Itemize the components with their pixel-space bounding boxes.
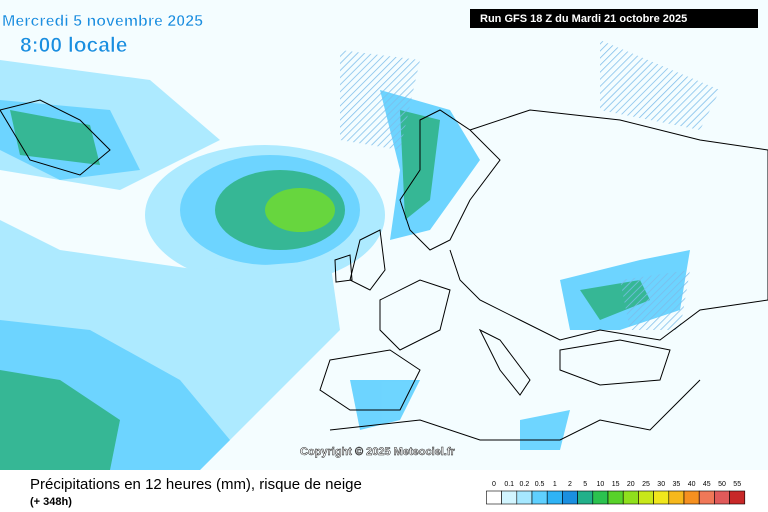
- legend-label: 30: [657, 481, 665, 488]
- legend-label: 20: [627, 481, 635, 488]
- legend-swatch: [714, 490, 730, 505]
- precipitation: [0, 40, 720, 470]
- legend-swatch: [501, 490, 518, 505]
- map: Run GFS 18 Z du Mardi 21 octobre 2025 Me…: [0, 0, 768, 470]
- coastlines: [0, 99, 768, 441]
- legend-label: 0.5: [535, 481, 545, 488]
- legend-label: 35: [673, 481, 681, 488]
- copyright: Copyright © 2025 Meteociel.fr: [300, 446, 456, 458]
- legend-label: 1: [553, 481, 557, 488]
- time-label: 8:00 locale: [20, 34, 127, 57]
- legend: 0 0.1 0.2 0.5 1 2 5 10 15 20 25 30 35 40 45 50 55: [486, 481, 746, 505]
- legend-swatch: [516, 490, 533, 505]
- legend-label: 25: [642, 481, 650, 488]
- legend-swatch: [729, 490, 746, 505]
- legend-swatch: [562, 490, 578, 505]
- legend-swatch: [622, 490, 639, 505]
- legend-swatch: [531, 490, 548, 505]
- legend-label: 50: [718, 481, 726, 488]
- legend-swatch: [698, 490, 715, 505]
- run-label: Run GFS 18 Z du Mardi 21 octobre 2025: [480, 13, 687, 25]
- legend-swatch: [486, 490, 502, 505]
- legend-swatch: [607, 490, 624, 505]
- legend-swatch: [683, 490, 700, 505]
- legend-label: 15: [612, 481, 620, 488]
- legend-label: 5: [583, 481, 587, 488]
- legend-label: 0.2: [520, 481, 530, 488]
- legend-label: 0: [492, 481, 496, 488]
- legend-label: 40: [688, 481, 696, 488]
- legend-label: 45: [703, 481, 711, 488]
- legend-swatch: [592, 490, 609, 505]
- footer-title: Précipitations en 12 heures (mm), risque…: [30, 476, 362, 493]
- legend-swatch: [577, 490, 594, 505]
- legend-label: 55: [733, 481, 741, 488]
- legend-swatch: [668, 490, 685, 505]
- legend-label: 2: [568, 481, 572, 488]
- legend-label: 10: [597, 481, 605, 488]
- date-label: Mercredi 5 novembre 2025: [2, 13, 203, 30]
- legend-swatch: [546, 490, 563, 505]
- legend-label: 0.1: [504, 481, 514, 488]
- legend-swatch: [653, 490, 670, 505]
- footer-lead: (+ 348h): [30, 496, 72, 508]
- run-box: [470, 9, 758, 28]
- legend-swatch: [638, 490, 654, 505]
